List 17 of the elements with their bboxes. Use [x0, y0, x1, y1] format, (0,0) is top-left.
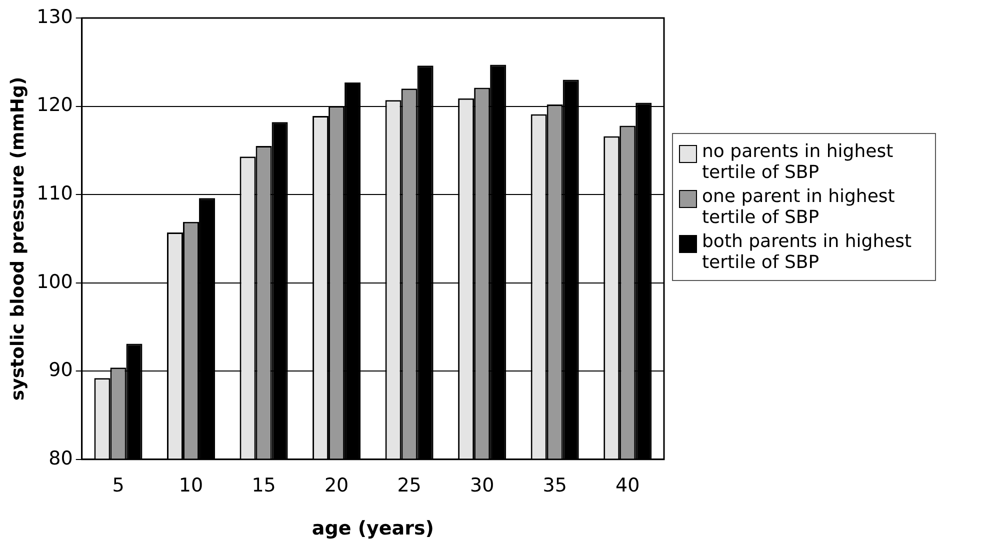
- x-tick-label: 5: [112, 474, 124, 497]
- y-tick-label: 110: [36, 182, 73, 204]
- legend-label: both parents in highest tertile of SBP: [702, 231, 913, 273]
- y-tick-label: 130: [36, 6, 73, 28]
- x-axis-title: age (years): [312, 518, 434, 540]
- x-tick-label: 35: [542, 474, 567, 497]
- y-tick-label: 90: [48, 359, 73, 382]
- x-tick-label: 10: [178, 474, 204, 497]
- x-tick-label: 25: [397, 474, 422, 497]
- y-tick-label: 100: [36, 270, 73, 293]
- x-tick-label: 30: [470, 474, 494, 497]
- x-tick-label: 40: [616, 474, 640, 497]
- x-tick-label: 15: [252, 474, 276, 497]
- x-tick-label: 20: [324, 474, 349, 497]
- y-tick-label: 120: [36, 94, 73, 116]
- y-axis-title: systolic blood pressure (mmHg): [7, 76, 28, 401]
- y-tick-label: 80: [48, 447, 73, 470]
